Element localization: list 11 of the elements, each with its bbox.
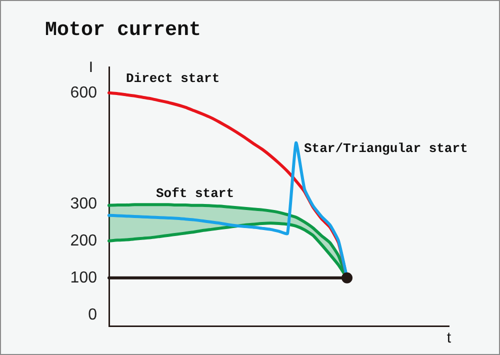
y-tick-label: 600 (70, 84, 98, 102)
y-tick-label: 300 (70, 195, 98, 212)
y-tick-label: 0 (88, 306, 98, 324)
series-label: Star/Triangular start (304, 141, 468, 156)
chart-title: Motor current (45, 19, 202, 42)
y-tick-label: 200 (70, 232, 98, 250)
y-axis-title: I (88, 59, 93, 76)
series-label: Direct start (126, 71, 220, 86)
x-axis-title: t (446, 330, 452, 347)
y-tick-label: 100 (70, 269, 98, 286)
series-label: Soft start (156, 186, 234, 201)
